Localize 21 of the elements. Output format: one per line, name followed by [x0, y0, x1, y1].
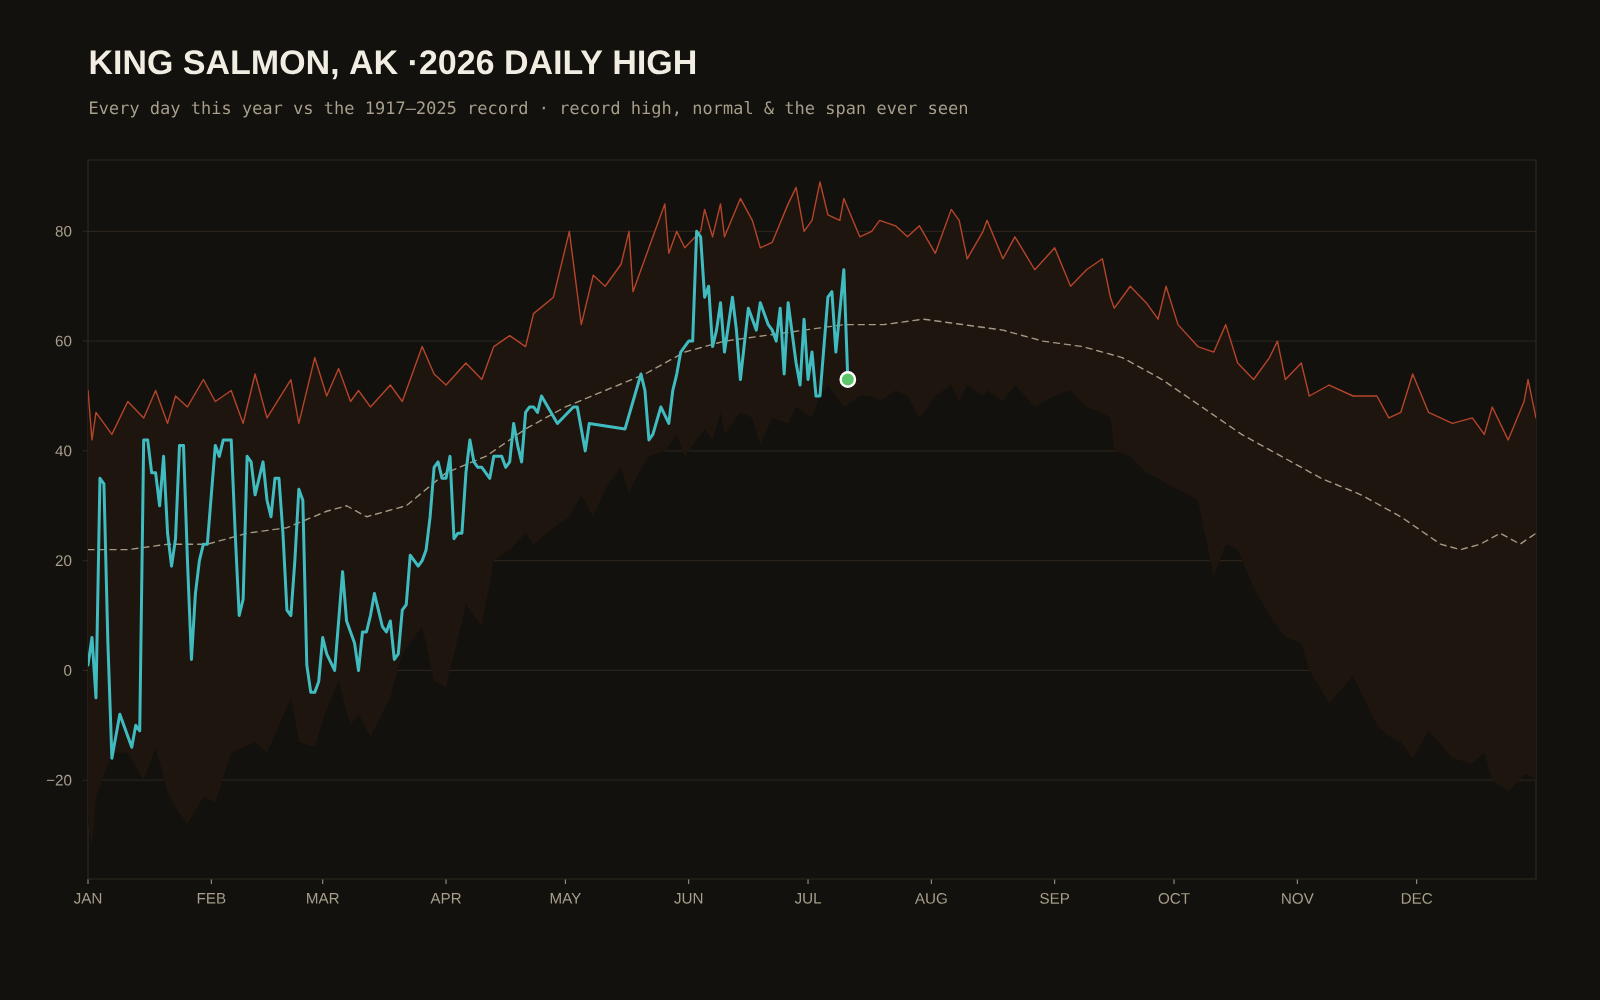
x-tick-label: FEB	[197, 893, 226, 904]
y-tick-label: 80	[55, 225, 72, 237]
x-tick-label: OCT	[1158, 893, 1190, 904]
x-tick-label: NOV	[1282, 893, 1314, 904]
chart-subtitle: Every day this year vs the 1917–2025 record · record high, normal & the span ever seen	[90, 100, 968, 118]
y-tick-label: 0	[64, 665, 72, 676]
line-series	[88, 181, 1537, 441]
x-tick-label: JUN	[674, 893, 703, 904]
y-tick-label: −20	[46, 774, 72, 786]
x-tick-label: SEP	[1040, 893, 1070, 904]
x-tick-label: APR	[430, 893, 461, 904]
x-tick-label: MAR	[307, 893, 339, 904]
y-tick-label: 40	[55, 445, 72, 457]
x-tick-label: DEC	[1401, 893, 1433, 904]
x-tick-label: MAY	[550, 893, 581, 904]
chart-title: KING SALMON, AK ·2026 DAILY HIGH	[90, 50, 696, 80]
y-tick-label: 20	[55, 555, 72, 567]
x-tick-label: JAN	[73, 893, 102, 904]
x-tick-label: AUG	[914, 893, 947, 904]
x-tick-label: JUL	[794, 893, 822, 904]
y-tick-label: 60	[55, 335, 72, 347]
